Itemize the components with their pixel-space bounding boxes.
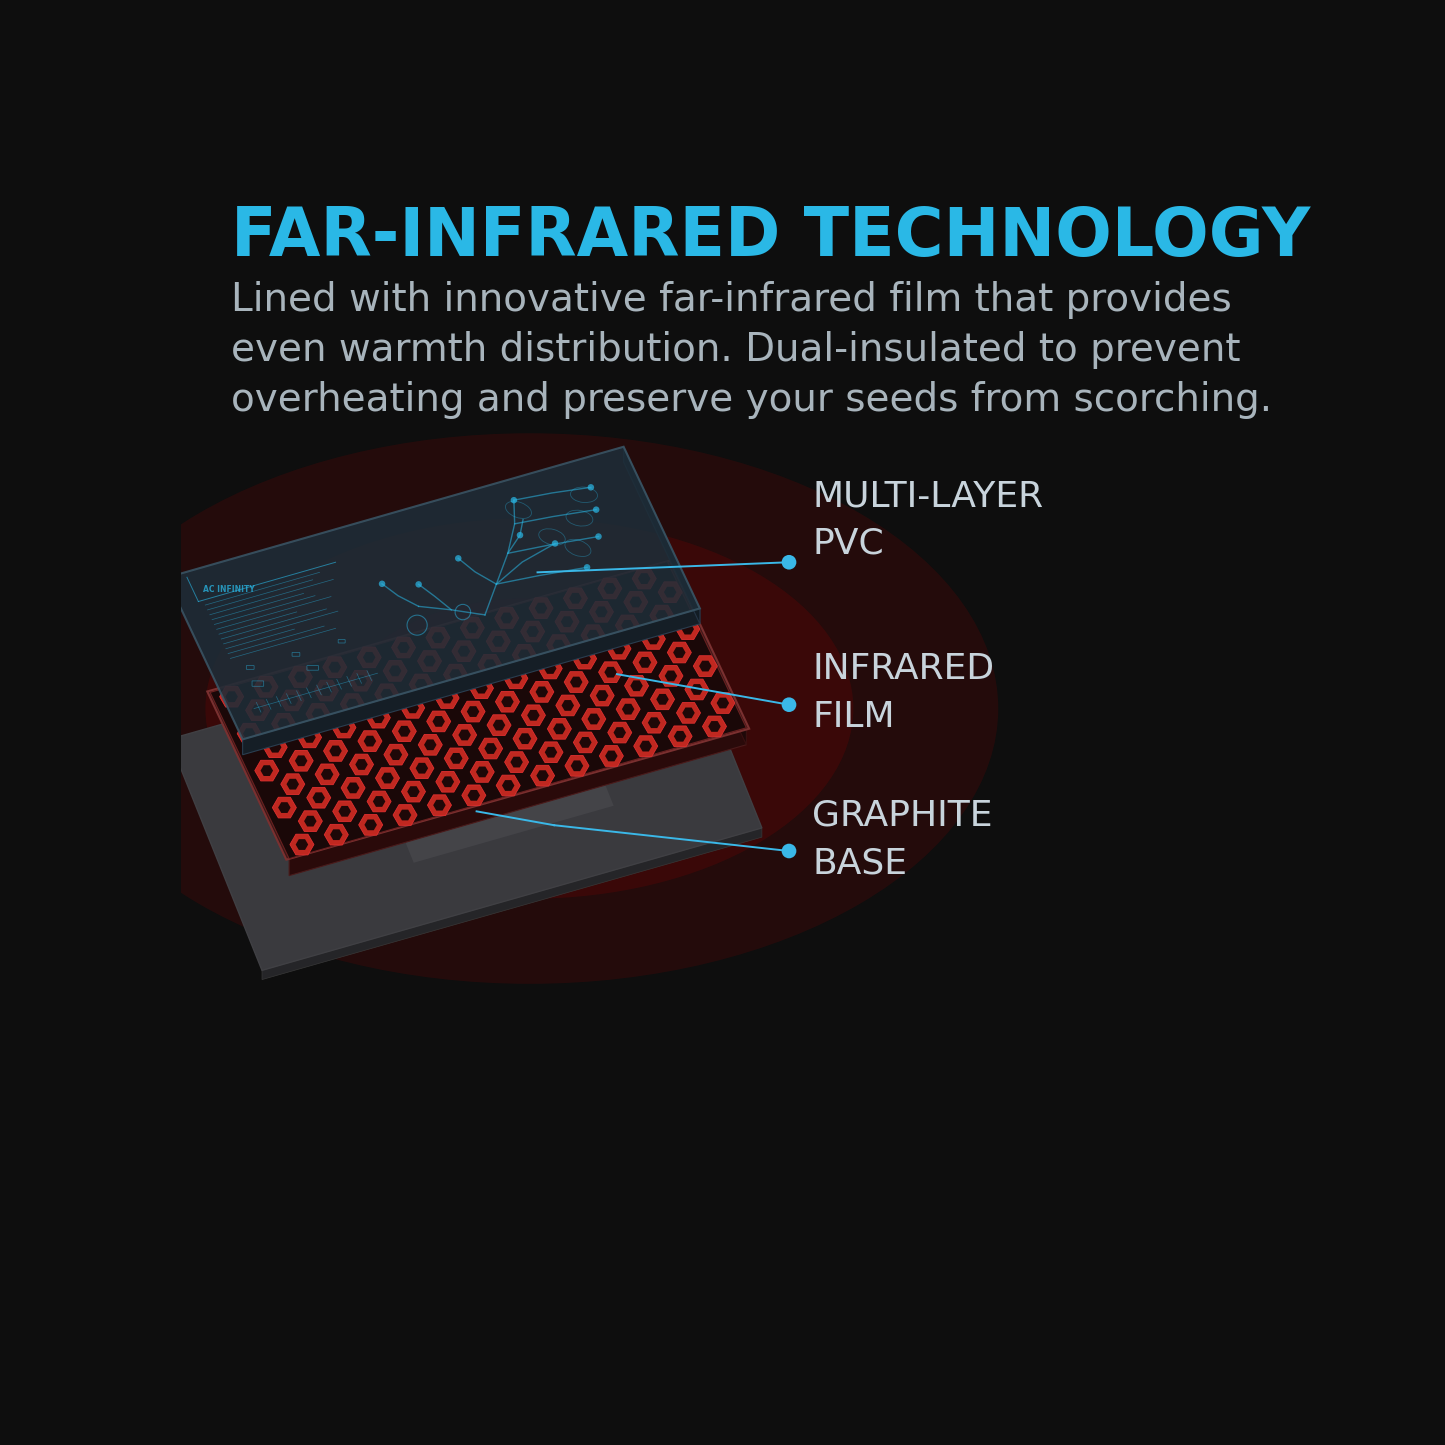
Circle shape	[782, 698, 796, 712]
Polygon shape	[243, 608, 699, 754]
Circle shape	[782, 555, 796, 569]
Circle shape	[517, 532, 523, 539]
Text: even warmth distribution. Dual-insulated to prevent: even warmth distribution. Dual-insulated…	[231, 331, 1240, 370]
Polygon shape	[624, 447, 699, 624]
Ellipse shape	[205, 519, 854, 899]
Circle shape	[552, 540, 558, 546]
Polygon shape	[668, 562, 747, 744]
Text: AC INFINITY: AC INFINITY	[202, 585, 254, 594]
Ellipse shape	[342, 598, 717, 819]
Circle shape	[782, 844, 796, 858]
Circle shape	[379, 581, 386, 587]
Polygon shape	[377, 714, 614, 863]
Polygon shape	[166, 447, 699, 740]
Text: MULTI-LAYER
PVC: MULTI-LAYER PVC	[812, 480, 1043, 561]
Ellipse shape	[61, 434, 998, 984]
Circle shape	[415, 581, 422, 588]
Polygon shape	[289, 728, 747, 876]
Text: GRAPHITE
BASE: GRAPHITE BASE	[812, 799, 993, 880]
Text: INFRARED
FILM: INFRARED FILM	[812, 652, 994, 734]
Polygon shape	[207, 561, 749, 860]
Circle shape	[595, 533, 601, 540]
Circle shape	[592, 506, 600, 513]
Circle shape	[584, 564, 591, 571]
Circle shape	[455, 555, 461, 562]
Polygon shape	[262, 828, 762, 980]
Text: overheating and preserve your seeds from scorching.: overheating and preserve your seeds from…	[231, 381, 1272, 419]
Polygon shape	[210, 562, 747, 858]
Text: FAR-INFRARED TECHNOLOGY: FAR-INFRARED TECHNOLOGY	[231, 204, 1311, 270]
Circle shape	[588, 484, 594, 490]
Polygon shape	[169, 597, 762, 971]
Circle shape	[510, 497, 517, 503]
Text: Lined with innovative far-infrared film that provides: Lined with innovative far-infrared film …	[231, 282, 1231, 319]
